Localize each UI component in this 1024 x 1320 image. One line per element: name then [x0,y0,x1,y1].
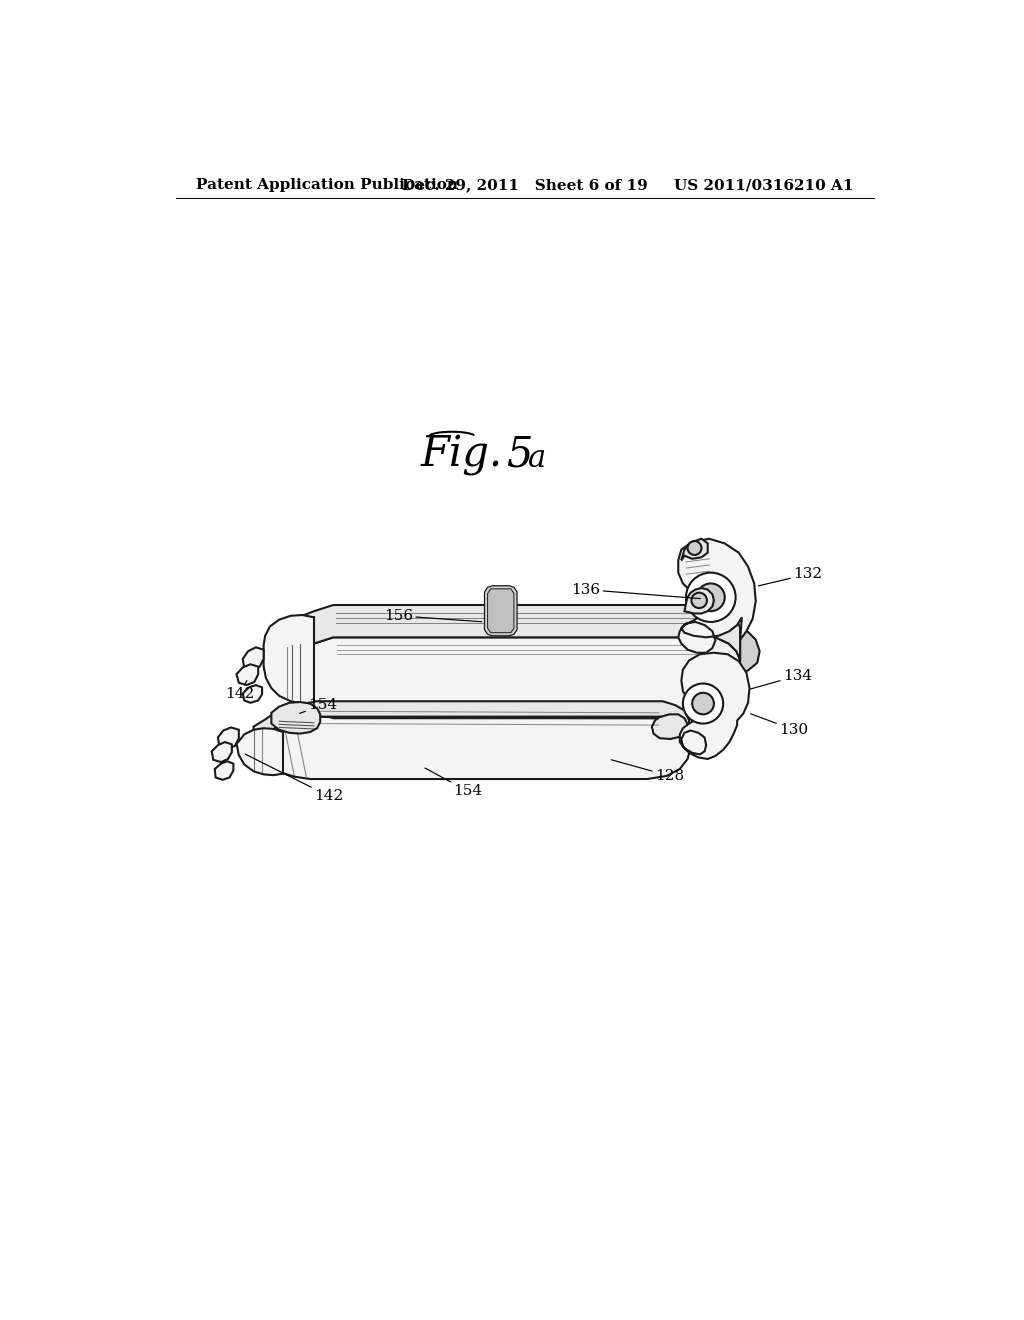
Polygon shape [738,628,760,675]
Text: Patent Application Publication: Patent Application Publication [197,178,458,193]
Polygon shape [680,653,750,759]
Text: US 2011/0316210 A1: US 2011/0316210 A1 [674,178,853,193]
Circle shape [687,541,701,554]
Polygon shape [487,589,514,632]
Polygon shape [681,539,708,561]
Polygon shape [254,701,689,739]
Text: 5: 5 [506,434,532,475]
Polygon shape [254,717,690,779]
Polygon shape [218,727,239,748]
Text: 132: 132 [759,568,822,586]
Polygon shape [263,615,314,704]
Text: 154: 154 [425,768,482,799]
Polygon shape [684,589,714,614]
Polygon shape [243,647,263,671]
Polygon shape [280,618,314,676]
Polygon shape [678,539,756,653]
Polygon shape [280,605,740,663]
Text: Fig.: Fig. [421,434,503,475]
Polygon shape [237,664,258,685]
Text: 128: 128 [611,760,684,783]
Text: 142: 142 [225,681,254,701]
Circle shape [692,693,714,714]
Polygon shape [212,742,231,762]
Text: 142: 142 [245,754,343,803]
Text: 156: 156 [384,609,481,623]
Polygon shape [243,685,262,702]
Polygon shape [652,714,687,739]
Polygon shape [215,762,233,780]
Text: 154: 154 [300,698,337,713]
Text: 136: 136 [571,582,700,599]
Polygon shape [237,729,283,775]
Polygon shape [280,638,740,718]
Circle shape [686,573,735,622]
Polygon shape [484,586,517,636]
Text: a: a [528,444,546,474]
Circle shape [691,593,707,609]
Circle shape [683,684,723,723]
Circle shape [697,583,725,611]
Text: Dec. 29, 2011   Sheet 6 of 19: Dec. 29, 2011 Sheet 6 of 19 [402,178,647,193]
Polygon shape [271,702,321,734]
Text: 134: 134 [751,669,812,689]
Text: 130: 130 [751,714,808,737]
